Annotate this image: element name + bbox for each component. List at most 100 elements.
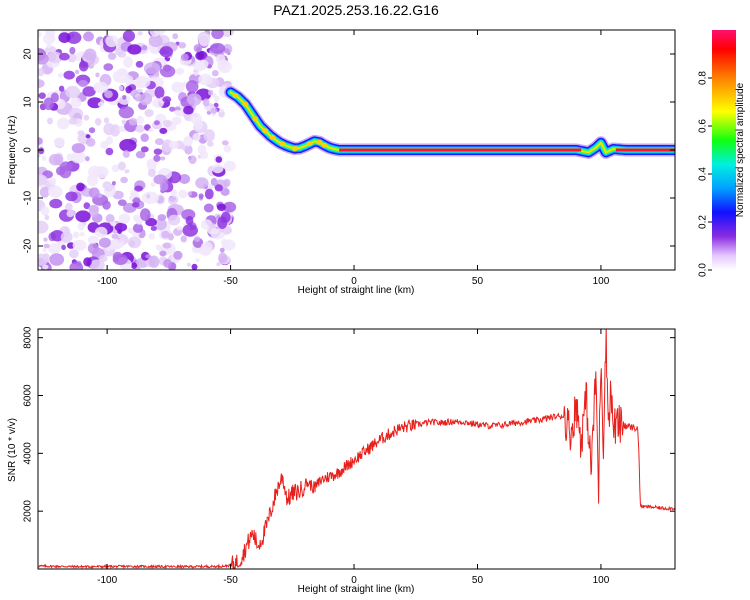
noise-blob — [223, 145, 232, 153]
noise-blob — [183, 136, 193, 147]
colorbar: 0.0 0.2 0.4 0.6 0.8 Normalized spectral ampl… — [698, 30, 746, 277]
x-tick-label: 0 — [351, 575, 357, 586]
noise-blob — [193, 44, 203, 53]
noise-blob — [43, 237, 48, 242]
noise-blob — [159, 46, 173, 58]
noise-blob — [39, 186, 50, 198]
noise-blob — [111, 233, 119, 239]
noise-blob — [168, 140, 179, 150]
noise-blob — [68, 117, 77, 125]
noise-blob — [70, 97, 82, 108]
noise-blob — [65, 202, 73, 211]
y-tick-label: 4000 — [23, 442, 34, 465]
noise-blob — [38, 68, 45, 77]
noise-blob — [135, 124, 145, 133]
noise-blob — [63, 70, 75, 80]
noise-blob — [217, 60, 232, 74]
noise-blob — [134, 185, 144, 192]
noise-blob — [180, 235, 187, 243]
snr-y-ticks: 2000 4000 6000 8000 — [23, 326, 675, 522]
noise-blob — [59, 165, 72, 179]
noise-blob — [83, 202, 91, 210]
noise-blob — [83, 257, 92, 267]
noise-blob — [65, 191, 78, 202]
noise-blob — [178, 189, 188, 199]
noise-blob — [69, 46, 76, 55]
noise-blob — [185, 215, 194, 226]
noise-blob — [193, 71, 199, 76]
noise-blob — [159, 250, 167, 257]
noise-blob — [159, 156, 166, 161]
noise-blob — [85, 156, 90, 162]
noise-blob — [45, 30, 56, 38]
noise-blob — [43, 97, 54, 111]
x-tick-label: -50 — [223, 575, 238, 586]
noise-blob — [44, 214, 50, 221]
ridge-blob — [306, 141, 313, 147]
noise-blob — [187, 191, 193, 196]
y-tick-label: 8000 — [23, 326, 34, 349]
noise-blob — [219, 108, 225, 113]
noise-blob — [145, 218, 157, 227]
colorbar-tick-label: 0.0 — [698, 263, 709, 277]
noise-blob — [88, 127, 96, 134]
noise-blob — [50, 92, 59, 103]
noise-blob — [157, 214, 167, 221]
noise-blob — [161, 230, 170, 239]
noise-blob — [147, 168, 156, 178]
snr-x-ticks: -100 -50 0 50 100 — [97, 329, 610, 586]
noise-blob — [140, 146, 149, 153]
noise-blob — [117, 199, 127, 206]
noise-blob — [76, 182, 85, 192]
noise-blob — [186, 262, 191, 267]
noise-blob — [118, 106, 134, 119]
x-tick-label: 50 — [472, 276, 484, 287]
noise-blob — [148, 255, 160, 268]
noise-blob — [112, 70, 130, 83]
noise-blob — [170, 189, 178, 197]
snr-plot-frame — [37, 328, 676, 570]
noise-blob — [57, 72, 64, 78]
noise-blob — [174, 109, 182, 115]
noise-blob — [97, 101, 104, 107]
noise-blob — [192, 133, 201, 142]
noise-blob — [117, 161, 126, 171]
y-tick-label: -20 — [23, 238, 34, 253]
noise-blob — [144, 124, 151, 131]
noise-blob — [175, 67, 184, 75]
noise-blob — [203, 129, 215, 142]
ridge-blob — [252, 116, 259, 122]
noise-blob — [42, 155, 47, 161]
snr-series-line — [38, 329, 675, 569]
noise-blob — [69, 249, 79, 259]
noise-blob — [102, 200, 111, 210]
noise-blob — [168, 214, 181, 226]
noise-blob — [87, 235, 99, 244]
noise-blob — [159, 127, 168, 134]
noise-blob — [143, 62, 161, 75]
x-tick-label: -100 — [97, 575, 117, 586]
ridge-blob — [291, 146, 298, 152]
noise-blob — [212, 163, 224, 174]
noise-blob — [66, 31, 82, 44]
noise-blob — [38, 147, 45, 155]
noise-blob — [210, 107, 218, 114]
noise-blob — [94, 226, 108, 238]
noise-blob — [38, 137, 43, 145]
noise-blob — [72, 231, 80, 239]
noise-blob — [191, 263, 198, 270]
noise-blob — [105, 147, 114, 156]
ridge-blob — [262, 128, 269, 134]
noise-blob — [218, 252, 228, 264]
noise-blob — [178, 174, 191, 184]
noise-blob — [117, 51, 127, 58]
noise-blob — [183, 105, 194, 115]
noise-blob — [153, 154, 161, 162]
ridge-blob — [269, 135, 276, 141]
noise-blob — [135, 60, 144, 68]
noise-blob — [138, 92, 153, 106]
noise-blob — [82, 86, 96, 97]
ridge-blob — [316, 139, 323, 145]
noise-blob — [221, 238, 228, 246]
noise-blob — [110, 221, 117, 227]
